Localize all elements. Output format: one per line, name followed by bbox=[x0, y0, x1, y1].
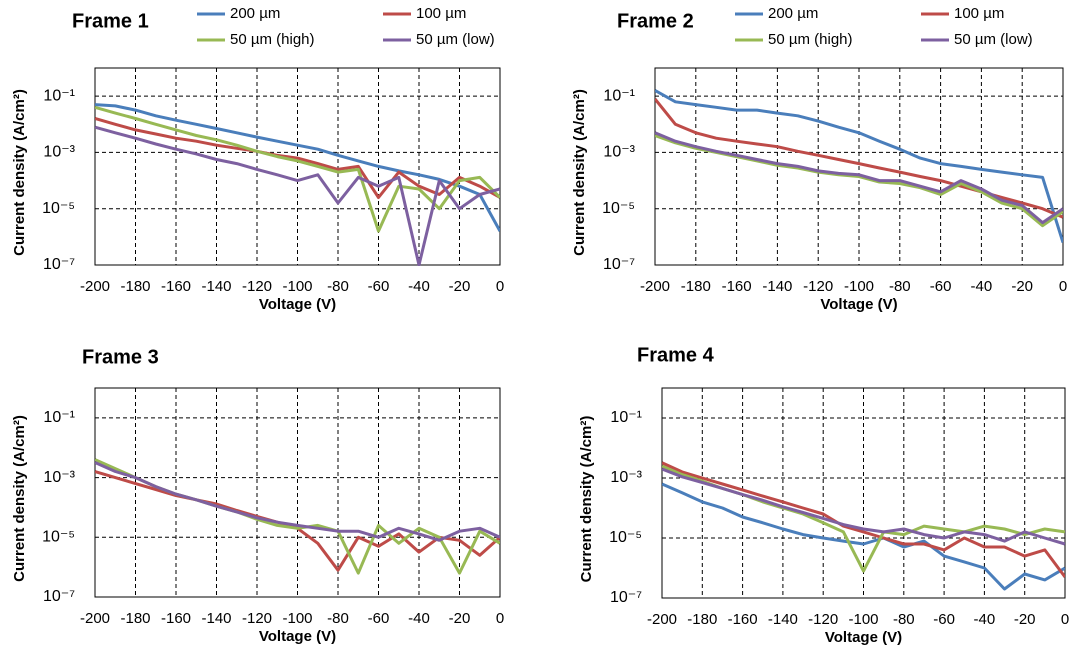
y-tick-label: 10⁻⁵ bbox=[602, 200, 635, 217]
y-tick-label: 10⁻⁷ bbox=[43, 588, 75, 605]
y-axis-title: Current density (A/cm²) bbox=[11, 415, 28, 582]
x-tick-label: -100 bbox=[282, 278, 312, 295]
x-tick-label: -140 bbox=[201, 278, 231, 295]
plot-frame bbox=[94, 67, 501, 266]
x-tick-label: -120 bbox=[803, 278, 833, 295]
series-line bbox=[655, 89, 1063, 243]
legend-label: 100 µm bbox=[416, 5, 466, 22]
series-line bbox=[95, 103, 500, 232]
x-tick-label: -200 bbox=[640, 278, 670, 295]
x-tick-label: -160 bbox=[728, 611, 758, 628]
x-tick-label: -80 bbox=[327, 610, 349, 627]
x-tick-label: -40 bbox=[408, 610, 430, 627]
series-line bbox=[95, 117, 500, 199]
legend-label: 50 µm (high) bbox=[230, 31, 315, 48]
panel-title: Frame 2 bbox=[617, 10, 694, 32]
x-axis-title: Voltage (V) bbox=[820, 296, 897, 313]
x-tick-label: -120 bbox=[242, 278, 272, 295]
x-tick-label: -80 bbox=[327, 278, 349, 295]
legend-label: 50 µm (low) bbox=[954, 31, 1033, 48]
panel-title: Frame 1 bbox=[72, 10, 149, 32]
x-tick-label: -180 bbox=[687, 611, 717, 628]
legend-label: 200 µm bbox=[230, 5, 280, 22]
y-tick-label: 10⁻¹ bbox=[43, 87, 75, 104]
legend-label: 200 µm bbox=[768, 5, 818, 22]
y-tick-label: 10⁻⁷ bbox=[43, 256, 75, 273]
x-tick-label: -100 bbox=[844, 278, 874, 295]
x-tick-label: -100 bbox=[282, 610, 312, 627]
x-tick-label: -160 bbox=[161, 278, 191, 295]
x-tick-label: -180 bbox=[120, 610, 150, 627]
x-tick-label: -160 bbox=[161, 610, 191, 627]
y-tick-label: 10⁻³ bbox=[43, 469, 75, 486]
x-axis-title: Voltage (V) bbox=[259, 628, 336, 645]
x-tick-label: -40 bbox=[408, 278, 430, 295]
y-tick-label: 10⁻³ bbox=[610, 469, 642, 486]
x-tick-label: -180 bbox=[681, 278, 711, 295]
x-tick-label: -40 bbox=[974, 611, 996, 628]
x-tick-label: -60 bbox=[930, 278, 952, 295]
y-tick-label: 10⁻³ bbox=[603, 144, 635, 161]
plot-frame bbox=[661, 387, 1066, 599]
x-tick-label: -180 bbox=[120, 278, 150, 295]
x-tick-label: -100 bbox=[848, 611, 878, 628]
x-tick-label: -20 bbox=[1011, 278, 1033, 295]
series-line bbox=[95, 105, 500, 233]
x-tick-label: 0 bbox=[496, 278, 504, 295]
x-tick-label: -140 bbox=[762, 278, 792, 295]
x-tick-label: -60 bbox=[368, 610, 390, 627]
x-tick-label: -140 bbox=[768, 611, 798, 628]
x-tick-label: -140 bbox=[201, 610, 231, 627]
x-axis-title: Voltage (V) bbox=[259, 296, 336, 313]
x-tick-label: -200 bbox=[647, 611, 677, 628]
x-tick-label: -80 bbox=[889, 278, 911, 295]
x-tick-label: -160 bbox=[722, 278, 752, 295]
x-axis-title: Voltage (V) bbox=[825, 629, 902, 646]
x-tick-label: 0 bbox=[1059, 278, 1067, 295]
series-line bbox=[662, 461, 1065, 578]
y-axis-title: Current density (A/cm²) bbox=[578, 416, 595, 583]
y-tick-label: 10⁻⁵ bbox=[609, 529, 642, 546]
y-tick-label: 10⁻⁷ bbox=[603, 256, 635, 273]
x-tick-label: -20 bbox=[449, 610, 471, 627]
legend-label: 100 µm bbox=[954, 5, 1004, 22]
legend-label: 50 µm (low) bbox=[416, 31, 495, 48]
series-line bbox=[662, 467, 1065, 546]
x-tick-label: 0 bbox=[1061, 611, 1069, 628]
x-tick-label: -20 bbox=[1014, 611, 1036, 628]
x-tick-label: 0 bbox=[496, 610, 504, 627]
panel-title: Frame 3 bbox=[82, 346, 159, 368]
y-tick-label: 10⁻¹ bbox=[43, 409, 75, 426]
x-tick-label: -40 bbox=[971, 278, 993, 295]
x-tick-label: -60 bbox=[933, 611, 955, 628]
x-tick-label: -120 bbox=[242, 610, 272, 627]
plot-frame bbox=[94, 387, 501, 598]
y-tick-label: 10⁻¹ bbox=[603, 87, 635, 104]
x-tick-label: -200 bbox=[80, 278, 110, 295]
y-tick-label: 10⁻⁵ bbox=[42, 200, 75, 217]
panel-title: Frame 4 bbox=[637, 344, 715, 366]
x-tick-label: -120 bbox=[808, 611, 838, 628]
y-tick-label: 10⁻⁵ bbox=[42, 529, 75, 546]
x-tick-label: -80 bbox=[893, 611, 915, 628]
series-line bbox=[662, 482, 1065, 591]
y-axis-title: Current density (A/cm²) bbox=[571, 89, 588, 256]
x-tick-label: -200 bbox=[80, 610, 110, 627]
x-tick-label: -20 bbox=[449, 278, 471, 295]
series-line bbox=[95, 125, 500, 266]
y-tick-label: 10⁻⁷ bbox=[610, 589, 642, 606]
y-tick-label: 10⁻¹ bbox=[610, 409, 642, 426]
x-tick-label: -60 bbox=[368, 278, 390, 295]
plot-frame bbox=[654, 67, 1064, 266]
series-line bbox=[95, 461, 500, 542]
legend-label: 50 µm (high) bbox=[768, 31, 853, 48]
y-axis-title: Current density (A/cm²) bbox=[11, 89, 28, 256]
y-tick-label: 10⁻³ bbox=[43, 144, 75, 161]
series-line bbox=[655, 131, 1063, 225]
